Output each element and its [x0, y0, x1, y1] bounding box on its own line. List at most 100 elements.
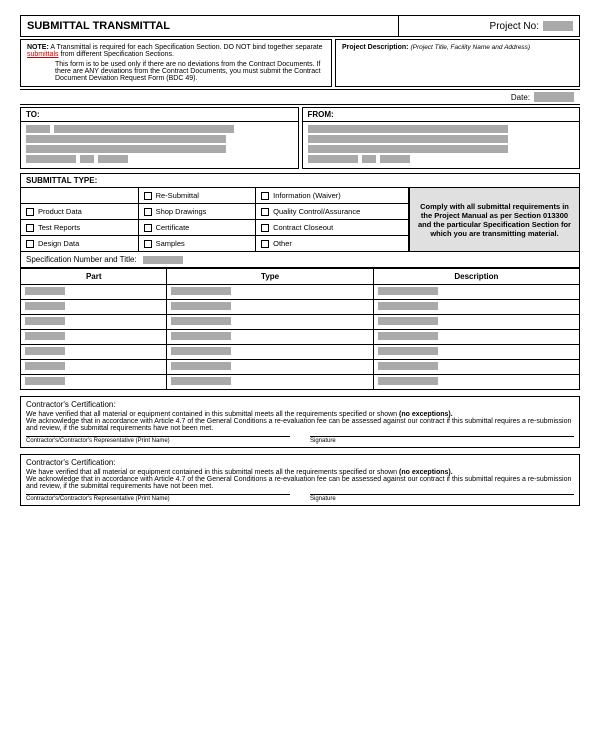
cell-field[interactable]	[25, 317, 65, 325]
submittal-option: Re-Submittal	[139, 188, 257, 204]
table-cell[interactable]	[167, 285, 373, 300]
submittal-type-label: SUBMITTAL TYPE:	[21, 174, 579, 188]
from-field[interactable]	[308, 125, 508, 133]
table-cell[interactable]	[167, 315, 373, 330]
table-cell[interactable]	[21, 285, 167, 300]
sig-line-name[interactable]	[26, 436, 290, 437]
table-cell[interactable]	[167, 375, 373, 390]
checkbox[interactable]	[144, 192, 152, 200]
submittal-option: Product Data	[21, 204, 139, 220]
from-box: FROM:	[302, 107, 581, 169]
cell-field[interactable]	[378, 287, 438, 295]
to-field[interactable]	[26, 135, 226, 143]
table-row	[21, 315, 580, 330]
table-cell[interactable]	[373, 315, 579, 330]
sig-line-signature[interactable]	[310, 436, 574, 437]
table-cell[interactable]	[373, 300, 579, 315]
to-field[interactable]	[54, 125, 234, 133]
checkbox[interactable]	[261, 224, 269, 232]
submittals-link[interactable]: submittals	[27, 51, 59, 58]
cell-field[interactable]	[25, 377, 65, 385]
cell-field[interactable]	[171, 332, 231, 340]
table-cell[interactable]	[21, 300, 167, 315]
cell-field[interactable]	[171, 317, 231, 325]
sig-line-signature[interactable]	[310, 494, 574, 495]
table-cell[interactable]	[21, 315, 167, 330]
table-cell[interactable]	[21, 360, 167, 375]
proj-desc-label: Project Description:	[342, 44, 409, 51]
cell-field[interactable]	[378, 377, 438, 385]
cert-title: Contractor's Certification:	[26, 458, 574, 467]
from-field[interactable]	[308, 155, 358, 163]
table-cell[interactable]	[21, 345, 167, 360]
submittal-type-grid: Re-Submittal Information (Waiver) Product …	[21, 188, 409, 251]
table-cell[interactable]	[373, 285, 579, 300]
sig-label-signature: Signature	[310, 438, 574, 444]
submittal-option: Information (Waiver)	[256, 188, 409, 204]
note-box: NOTE: A Transmittal is required for each…	[20, 39, 332, 87]
cert-text1: We have verified that all material or eq…	[26, 411, 574, 418]
cell-field[interactable]	[25, 302, 65, 310]
from-field[interactable]	[308, 135, 508, 143]
checkbox[interactable]	[26, 224, 34, 232]
checkbox[interactable]	[26, 240, 34, 248]
table-cell[interactable]	[373, 360, 579, 375]
cell-field[interactable]	[378, 362, 438, 370]
checkbox[interactable]	[261, 240, 269, 248]
cell-field[interactable]	[378, 317, 438, 325]
sig-line-name[interactable]	[26, 494, 290, 495]
table-cell[interactable]	[167, 330, 373, 345]
submittal-option: Quality Control/Assurance	[256, 204, 409, 220]
to-field[interactable]	[26, 155, 76, 163]
cell-field[interactable]	[25, 362, 65, 370]
to-field[interactable]	[80, 155, 94, 163]
table-cell[interactable]	[21, 330, 167, 345]
option-label: Re-Submittal	[156, 191, 199, 200]
option-label: Other	[273, 239, 292, 248]
table-cell[interactable]	[167, 345, 373, 360]
table-cell[interactable]	[167, 360, 373, 375]
cert-text2: We acknowledge that in accordance with A…	[26, 476, 574, 490]
cell-field[interactable]	[25, 347, 65, 355]
to-label: TO:	[21, 108, 298, 122]
checkbox[interactable]	[261, 208, 269, 216]
cell-field[interactable]	[378, 347, 438, 355]
option-label: Samples	[156, 239, 185, 248]
table-cell[interactable]	[21, 375, 167, 390]
checkbox[interactable]	[144, 240, 152, 248]
cell-field[interactable]	[171, 287, 231, 295]
to-field[interactable]	[26, 125, 50, 133]
from-field[interactable]	[362, 155, 376, 163]
option-label: Product Data	[38, 207, 82, 216]
cell-field[interactable]	[171, 347, 231, 355]
checkbox[interactable]	[261, 192, 269, 200]
checkbox[interactable]	[144, 208, 152, 216]
from-field[interactable]	[308, 145, 508, 153]
cell-field[interactable]	[25, 287, 65, 295]
to-field[interactable]	[26, 145, 226, 153]
spec-number-field[interactable]	[143, 256, 183, 264]
proj-desc-hint: (Project Title, Facility Name and Addres…	[410, 44, 530, 51]
table-cell[interactable]	[373, 330, 579, 345]
cell-field[interactable]	[25, 332, 65, 340]
cert-text1: We have verified that all material or eq…	[26, 469, 574, 476]
cell-field[interactable]	[171, 377, 231, 385]
option-label: Quality Control/Assurance	[273, 207, 360, 216]
table-cell[interactable]	[167, 300, 373, 315]
project-no-field[interactable]	[543, 21, 573, 31]
checkbox[interactable]	[144, 224, 152, 232]
note-label: NOTE:	[27, 44, 49, 51]
date-field[interactable]	[534, 92, 574, 102]
from-field[interactable]	[380, 155, 410, 163]
cell-field[interactable]	[171, 302, 231, 310]
checkbox[interactable]	[26, 208, 34, 216]
to-field[interactable]	[98, 155, 128, 163]
table-cell[interactable]	[373, 345, 579, 360]
option-label: Test Reports	[38, 223, 80, 232]
submittal-type-section: SUBMITTAL TYPE: Re-Submittal Information …	[20, 173, 580, 252]
cell-field[interactable]	[171, 362, 231, 370]
cell-field[interactable]	[378, 302, 438, 310]
table-cell[interactable]	[373, 375, 579, 390]
sig-label-name: Contractor's/Contractor's Representative…	[26, 438, 290, 444]
cell-field[interactable]	[378, 332, 438, 340]
